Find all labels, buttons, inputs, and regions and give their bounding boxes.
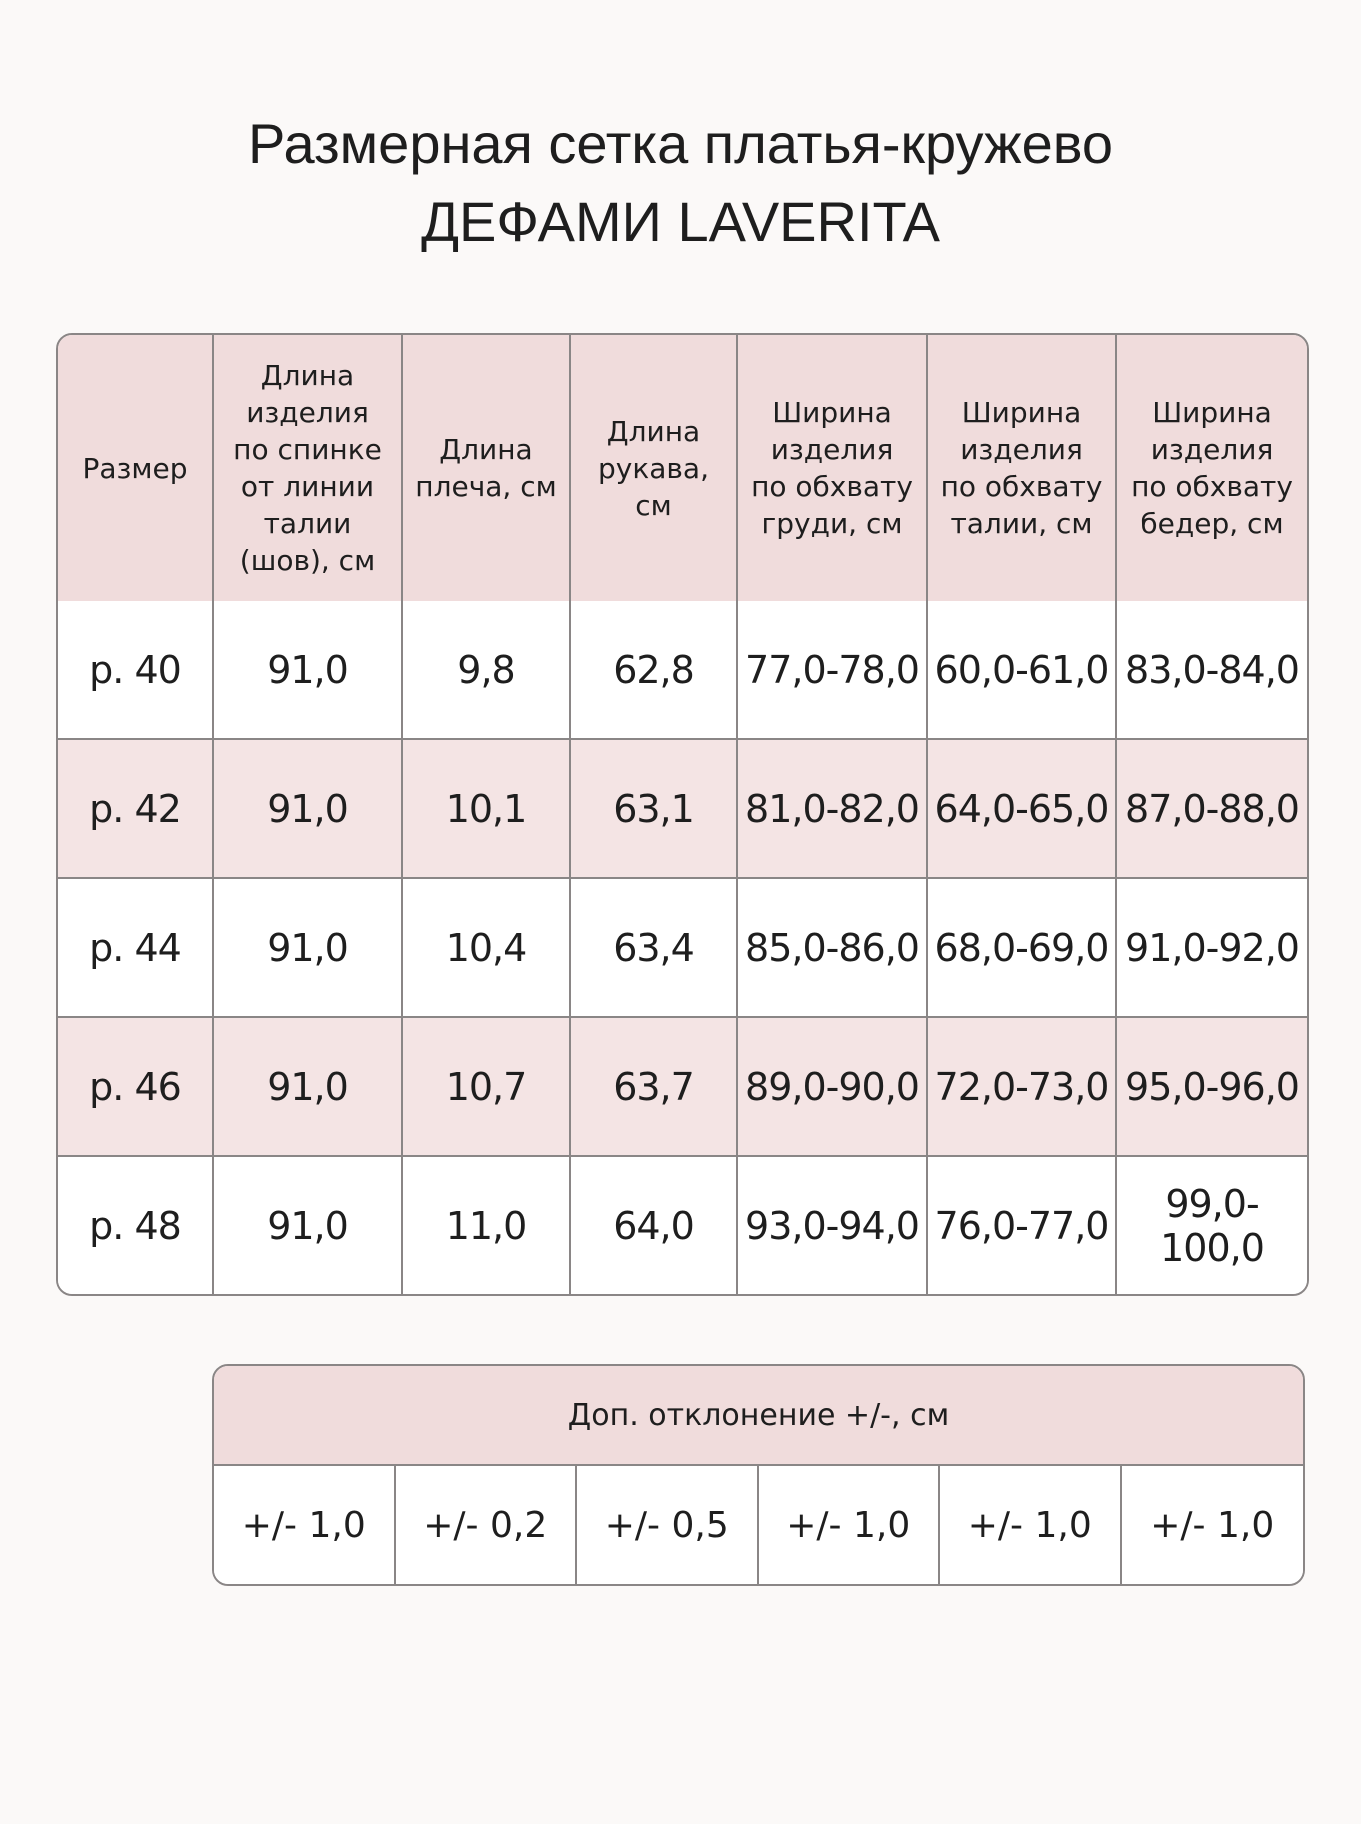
- table-cell: 63,7: [571, 1018, 738, 1157]
- table-row: р. 40 91,0 9,8 62,8 77,0-78,0 60,0-61,0 83,0-8…: [58, 601, 1307, 740]
- column-header: Ширина изделия по обхвату талии, см: [928, 335, 1117, 601]
- page-title: Размерная сетка платья-кружево ДЕФАМИ LA…: [0, 105, 1361, 261]
- size-table: Размер Длина изделия по спинке от линии т…: [56, 333, 1309, 1296]
- header-row: Размер Длина изделия по спинке от линии т…: [58, 335, 1307, 601]
- column-header: Длина рукава, см: [571, 335, 738, 601]
- tolerance-cell: +/- 1,0: [214, 1466, 396, 1584]
- table-cell: 64,0: [571, 1157, 738, 1294]
- table-cell: 9,8: [403, 601, 571, 740]
- table-cell: 91,0: [214, 601, 403, 740]
- tolerance-cell: +/- 0,5: [577, 1466, 759, 1584]
- tolerance-table: Доп. отклонение +/-, см +/- 1,0 +/- 0,2 +/…: [212, 1364, 1305, 1586]
- tolerance-header: Доп. отклонение +/-, см: [214, 1366, 1303, 1466]
- table-cell: 87,0-88,0: [1117, 740, 1307, 879]
- table-row: р. 42 91,0 10,1 63,1 81,0-82,0 64,0-65,0 87,0-…: [58, 740, 1307, 879]
- table-row: р. 46 91,0 10,7 63,7 89,0-90,0 72,0-73,0 95,0-…: [58, 1018, 1307, 1157]
- column-header: Ширина изделия по обхвату бедер, см: [1117, 335, 1307, 601]
- table-cell: 10,1: [403, 740, 571, 879]
- tolerance-row: +/- 1,0 +/- 0,2 +/- 0,5 +/- 1,0 +/- 1,0 +/- 1…: [214, 1466, 1303, 1584]
- table-row: р. 44 91,0 10,4 63,4 85,0-86,0 68,0-69,0 91,0-…: [58, 879, 1307, 1018]
- tolerance-cell: +/- 1,0: [758, 1466, 940, 1584]
- column-header: Ширина изделия по обхвату груди, см: [738, 335, 928, 601]
- table-cell: 91,0-92,0: [1117, 879, 1307, 1018]
- table-cell: 68,0-69,0: [928, 879, 1117, 1018]
- tolerance-cell: +/- 1,0: [940, 1466, 1122, 1584]
- table-cell: 93,0-94,0: [738, 1157, 928, 1294]
- column-header: Длина плеча, см: [403, 335, 571, 601]
- tolerance-cell: +/- 0,2: [395, 1466, 577, 1584]
- table-cell: р. 44: [58, 879, 214, 1018]
- table-cell: р. 40: [58, 601, 214, 740]
- column-header: Размер: [58, 335, 214, 601]
- table-row: р. 48 91,0 11,0 64,0 93,0-94,0 76,0-77,0 99,0-…: [58, 1157, 1307, 1294]
- table-cell: р. 42: [58, 740, 214, 879]
- table-cell: 63,4: [571, 879, 738, 1018]
- table-cell: 77,0-78,0: [738, 601, 928, 740]
- column-header: Длина изделия по спинке от линии талии (…: [214, 335, 403, 601]
- title-line-2: ДЕФАМИ LAVERITA: [421, 190, 940, 253]
- table-cell: 91,0: [214, 1157, 403, 1294]
- table-cell: р. 46: [58, 1018, 214, 1157]
- table-cell: 81,0-82,0: [738, 740, 928, 879]
- table-cell: 62,8: [571, 601, 738, 740]
- table-cell: 83,0-84,0: [1117, 601, 1307, 740]
- tolerance-cell: +/- 1,0: [1121, 1466, 1303, 1584]
- table-cell: 60,0-61,0: [928, 601, 1117, 740]
- title-line-1: Размерная сетка платья-кружево: [247, 112, 1114, 175]
- table-cell: р. 48: [58, 1157, 214, 1294]
- table-cell: 91,0: [214, 1018, 403, 1157]
- table-cell: 11,0: [403, 1157, 571, 1294]
- table-cell: 10,7: [403, 1018, 571, 1157]
- table-cell: 10,4: [403, 879, 571, 1018]
- table-cell: 85,0-86,0: [738, 879, 928, 1018]
- table-cell: 95,0-96,0: [1117, 1018, 1307, 1157]
- table-cell: 64,0-65,0: [928, 740, 1117, 879]
- table-cell: 72,0-73,0: [928, 1018, 1117, 1157]
- table-cell: 91,0: [214, 879, 403, 1018]
- table-cell: 91,0: [214, 740, 403, 879]
- table-cell: 89,0-90,0: [738, 1018, 928, 1157]
- table-cell: 63,1: [571, 740, 738, 879]
- table-cell: 99,0-100,0: [1117, 1157, 1307, 1294]
- table-cell: 76,0-77,0: [928, 1157, 1117, 1294]
